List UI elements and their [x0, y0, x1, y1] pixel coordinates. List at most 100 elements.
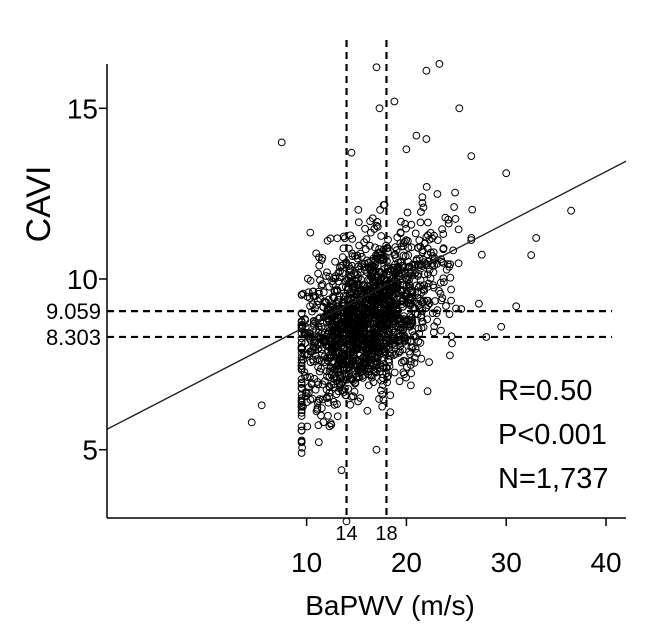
- data-point: [297, 449, 306, 457]
- data-point: [357, 314, 366, 323]
- data-point: [388, 292, 397, 300]
- data-point: [373, 354, 382, 362]
- data-point: [397, 358, 406, 367]
- x-tick-label: 10: [291, 547, 322, 578]
- data-point: [372, 252, 381, 261]
- data-point: [399, 302, 407, 311]
- data-point: [344, 285, 353, 294]
- data-point: [366, 308, 374, 317]
- data-point: [321, 298, 330, 307]
- data-point: [437, 326, 445, 335]
- data-point: [390, 351, 398, 359]
- data-point: [352, 301, 360, 310]
- data-point: [451, 188, 460, 197]
- data-point: [314, 438, 323, 447]
- data-point: [402, 145, 411, 154]
- data-point: [329, 364, 337, 373]
- data-point: [446, 273, 455, 282]
- data-point: [359, 312, 367, 321]
- data-point: [306, 347, 315, 356]
- data-point: [407, 343, 416, 352]
- data-point: [332, 376, 341, 384]
- data-point: [390, 328, 399, 337]
- data-point: [311, 318, 320, 327]
- data-point: [375, 346, 384, 354]
- data-point: [333, 412, 342, 421]
- data-point: [349, 284, 358, 293]
- data-point: [306, 336, 315, 344]
- data-point: [375, 321, 384, 330]
- data-point: [408, 327, 417, 336]
- data-point: [396, 286, 405, 295]
- data-point: [312, 407, 321, 416]
- data-point: [314, 421, 323, 430]
- data-point: [329, 280, 337, 289]
- x-axis-label: BaPWV (m/s): [305, 590, 475, 621]
- data-point: [422, 66, 431, 75]
- horizontal-reference-label: 9.059: [46, 299, 101, 324]
- data-point: [351, 337, 360, 345]
- data-point: [378, 370, 387, 379]
- data-point: [313, 341, 322, 349]
- data-point: [348, 344, 357, 353]
- data-point: [414, 270, 423, 278]
- data-point: [399, 357, 408, 365]
- data-point: [395, 377, 404, 386]
- data-point: [247, 418, 256, 427]
- data-point: [373, 222, 382, 231]
- data-point: [433, 236, 442, 245]
- data-point: [406, 286, 415, 295]
- data-point: [446, 351, 454, 360]
- data-point: [325, 373, 334, 382]
- data-point: [368, 295, 376, 304]
- data-point: [330, 401, 339, 409]
- data-point: [332, 299, 341, 308]
- x-ticks: 10 20 30 40: [291, 518, 622, 578]
- data-point: [400, 291, 409, 300]
- data-point: [297, 408, 306, 417]
- data-point: [377, 303, 386, 312]
- data-point: [332, 390, 341, 399]
- data-point: [297, 358, 306, 367]
- data-points: [247, 60, 575, 526]
- data-point: [351, 252, 359, 260]
- data-point: [297, 406, 306, 415]
- data-point: [277, 138, 286, 147]
- data-point: [322, 272, 330, 280]
- data-point: [391, 250, 400, 259]
- data-point: [337, 374, 346, 382]
- data-point: [426, 274, 435, 283]
- data-point: [422, 233, 431, 242]
- data-point: [397, 217, 405, 226]
- data-point: [339, 358, 347, 366]
- data-point: [420, 296, 429, 305]
- data-point: [332, 373, 341, 382]
- data-point: [444, 219, 453, 228]
- data-point: [432, 309, 441, 318]
- data-point: [423, 296, 432, 305]
- x-tick-label: 40: [590, 547, 621, 578]
- data-point: [429, 328, 438, 337]
- data-point: [379, 344, 388, 353]
- data-point: [309, 357, 318, 366]
- data-point: [512, 302, 521, 311]
- data-point: [311, 385, 320, 394]
- data-point: [305, 294, 314, 302]
- data-point: [336, 383, 344, 392]
- data-point: [384, 356, 393, 364]
- data-point: [363, 406, 372, 415]
- vertical-reference-label: 18: [375, 523, 397, 545]
- stat-r: R=0.50: [498, 375, 592, 407]
- data-point: [394, 258, 403, 267]
- data-point: [297, 384, 306, 393]
- y-tick-label: 10: [67, 264, 98, 295]
- data-point: [412, 131, 421, 140]
- data-point: [402, 224, 411, 233]
- data-point: [308, 287, 317, 296]
- data-point: [410, 359, 419, 367]
- data-point: [377, 386, 385, 395]
- data-point: [425, 358, 434, 367]
- data-point: [297, 378, 306, 387]
- data-point: [455, 104, 464, 113]
- data-point: [433, 317, 442, 326]
